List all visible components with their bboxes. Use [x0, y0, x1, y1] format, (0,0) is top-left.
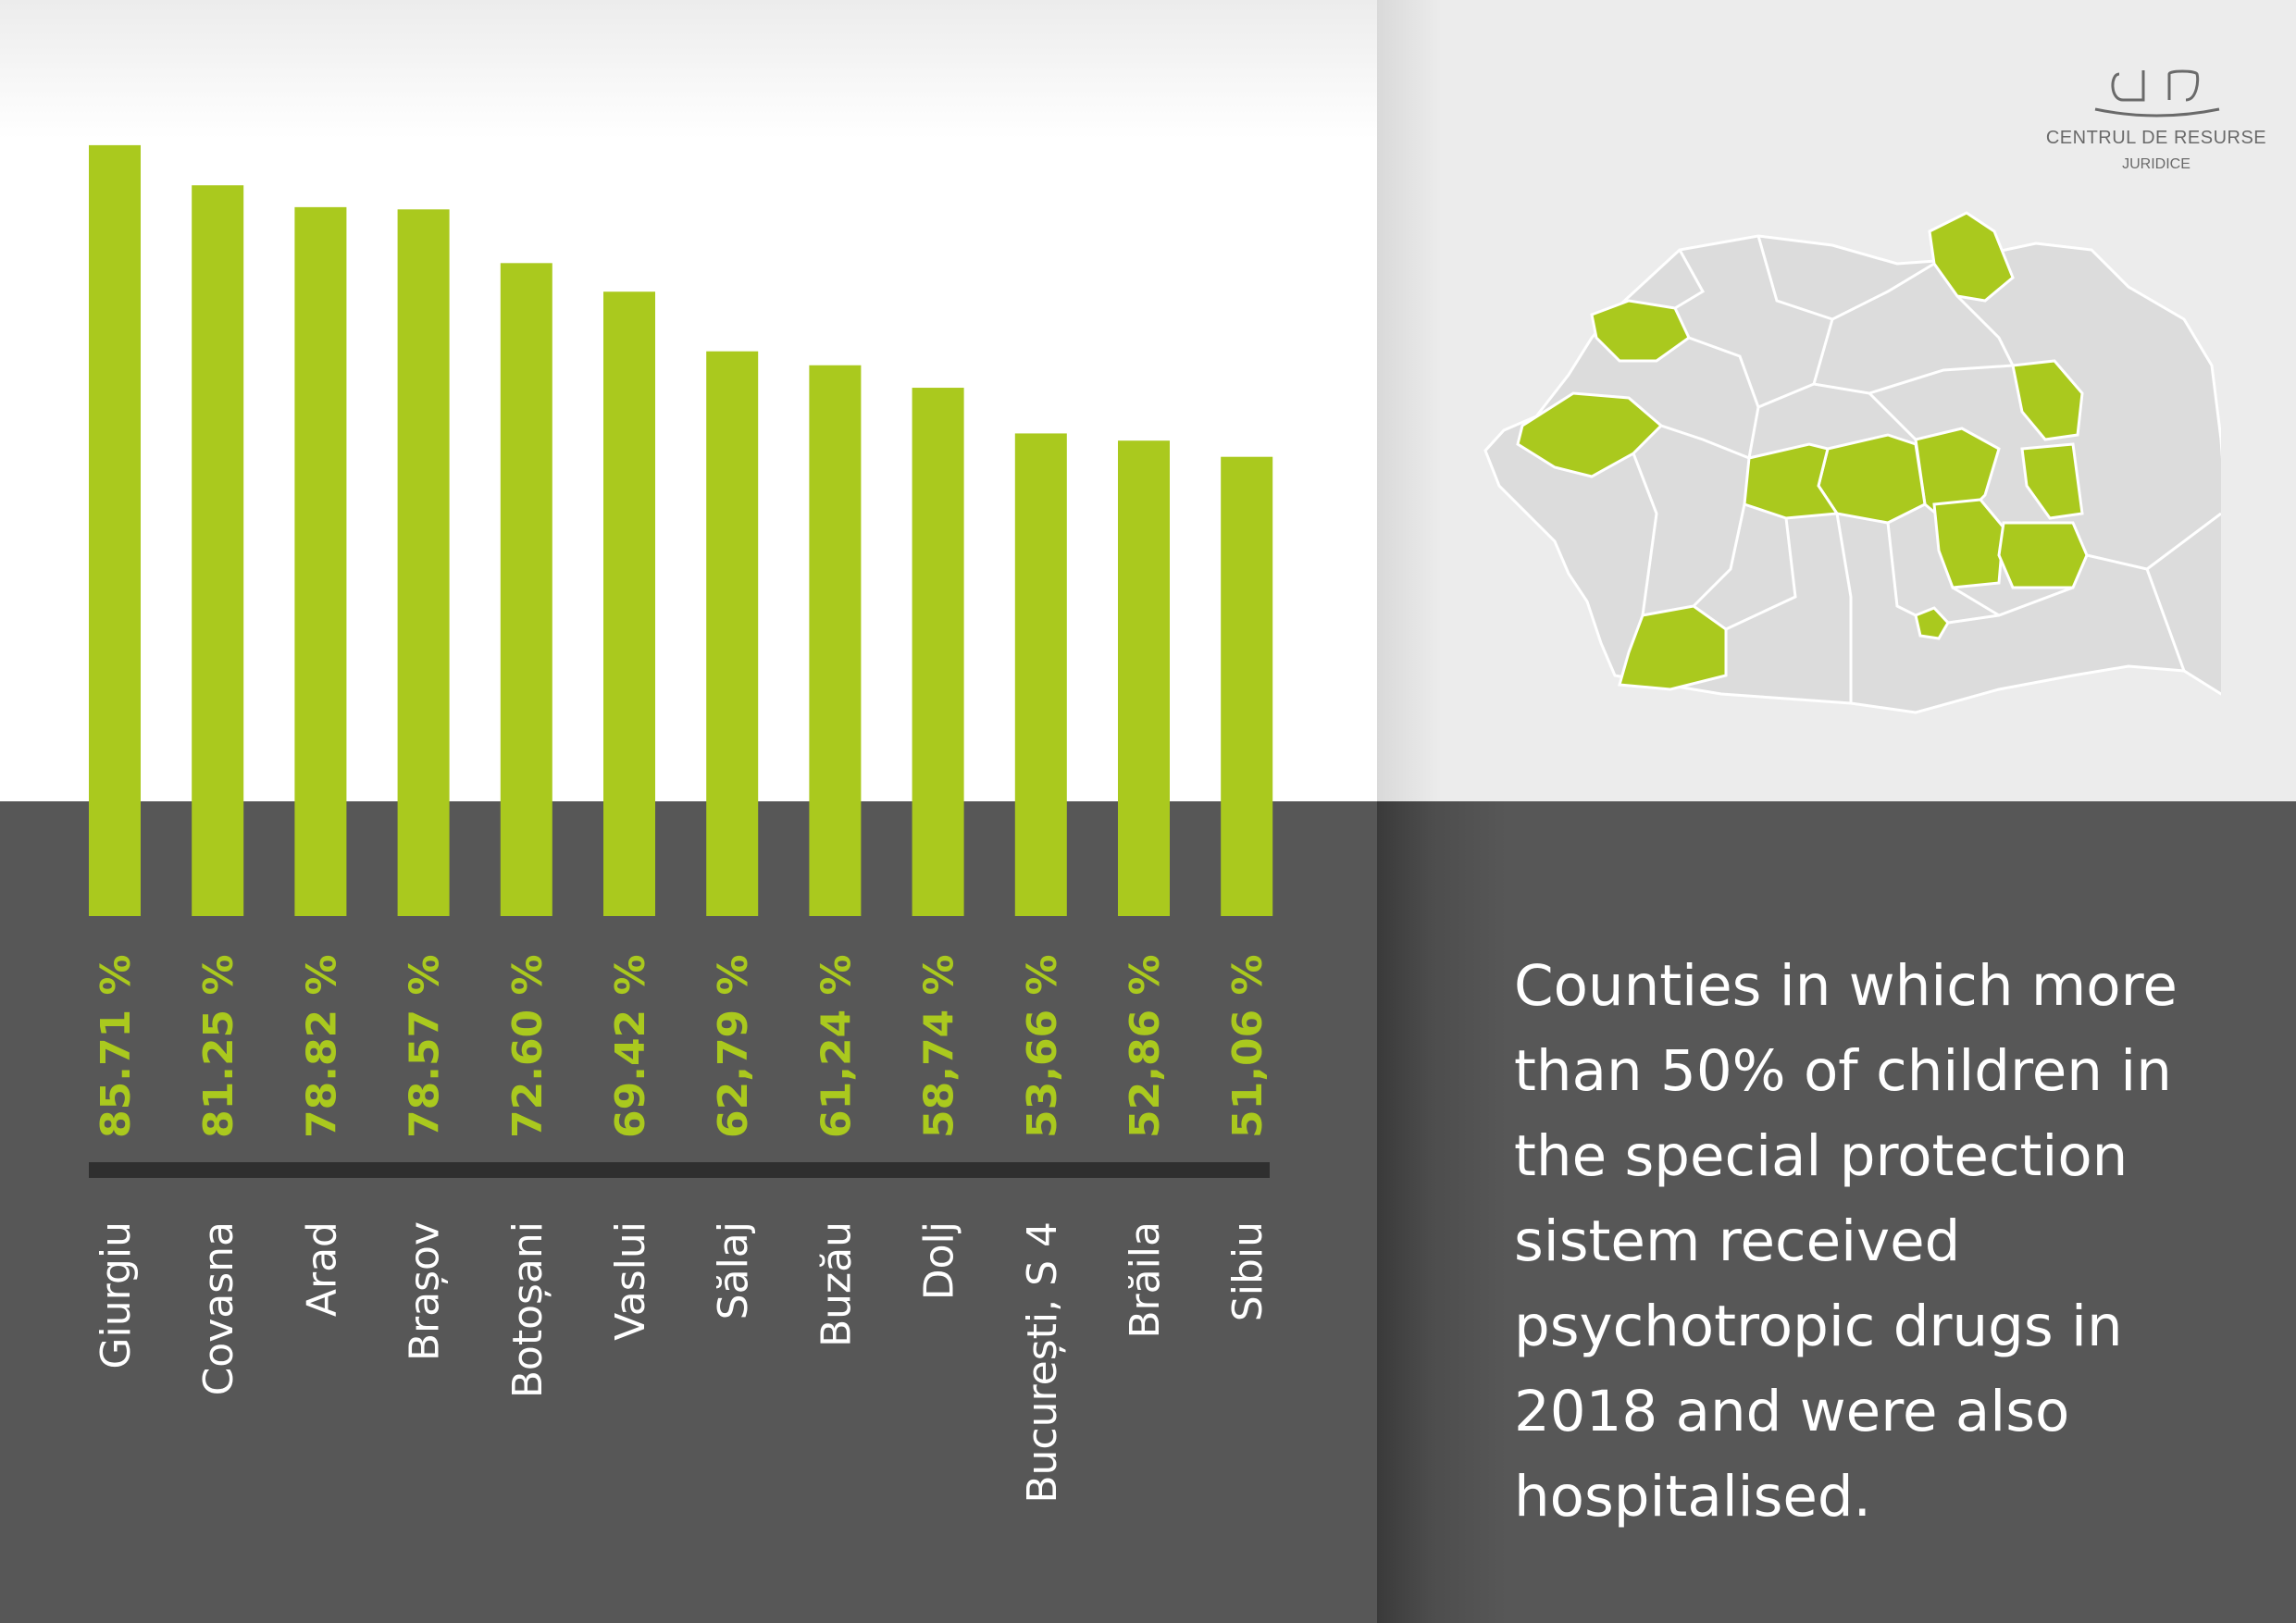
category-label-3: Brașov [402, 1221, 449, 1361]
bar-7 [809, 365, 862, 916]
category-label-7: Buzău [813, 1221, 860, 1347]
value-label-9: 53,66 % [1019, 954, 1066, 1138]
logo-text-line-2: JURIDICE [2122, 156, 2191, 172]
value-label-8: 58,74 % [916, 954, 963, 1138]
chart-panel-bottom [0, 801, 1377, 1623]
value-label-11: 51,06 % [1224, 954, 1272, 1138]
category-label-10: Brăila [1122, 1221, 1169, 1339]
bar-chart: 85.71 % 81.25 % 78.82 % 78.57 % 72.60 % 69.42… [89, 144, 1273, 1504]
logo-text-line-1: CENTRUL DE RESURSE [2045, 128, 2267, 148]
value-label-2: 78.82 % [298, 954, 345, 1138]
county-giurgiu [1914, 606, 1950, 640]
bar-11 [1221, 456, 1273, 916]
romania-map [1483, 211, 2221, 714]
county-salaj [1590, 299, 1691, 363]
value-label-3: 78.57 % [402, 954, 449, 1138]
value-label-6: 62,79 % [710, 954, 757, 1138]
county-buzau [1932, 498, 2005, 589]
category-label-2: Arad [298, 1221, 345, 1317]
county-braila [1997, 521, 2089, 589]
county-botosani [1928, 211, 2015, 303]
bar-0 [89, 144, 141, 916]
value-label-5: 69.42 % [607, 954, 654, 1138]
county-dolj [1618, 604, 1728, 691]
bar-3 [397, 209, 450, 916]
value-label-4: 72.60 % [504, 954, 552, 1138]
logo: CENTRUL DE RESURSE JURIDICE [2017, 65, 2295, 173]
bar-4 [500, 263, 552, 916]
value-label-10: 52,86 % [1122, 954, 1169, 1138]
value-label-7: 61,24 % [813, 954, 860, 1138]
bar-6 [706, 351, 759, 916]
category-label-9: București, S 4 [1019, 1221, 1066, 1504]
description-panel [1377, 801, 2296, 1623]
category-label-5: Vaslui [607, 1221, 654, 1341]
county-vaslui [2011, 359, 2084, 441]
category-label-4: Botoșani [504, 1221, 552, 1398]
category-label-8: Dolj [916, 1221, 963, 1300]
county-borders [1632, 235, 2221, 703]
bar-2 [294, 206, 347, 916]
bar-1 [192, 185, 244, 916]
separator-bar [89, 1162, 1270, 1178]
category-label-1: Covasna [195, 1221, 242, 1395]
bar-9 [1014, 433, 1067, 916]
county-sibiu [1743, 442, 1840, 520]
bar-10 [1118, 440, 1170, 916]
description-text: Counties in which more than 50% of child… [1514, 953, 2178, 1530]
category-label-6: Sălaj [710, 1221, 757, 1319]
bar-5 [603, 291, 655, 916]
value-label-0: 85.71 % [93, 954, 140, 1138]
category-label-0: Giurgiu [93, 1221, 140, 1369]
bar-8 [912, 388, 964, 916]
county-vrancea-galati [2020, 442, 2084, 520]
category-label-11: Sibiu [1224, 1221, 1272, 1321]
value-label-1: 81.25 % [195, 954, 242, 1138]
scales-logo-icon [2094, 69, 2220, 118]
